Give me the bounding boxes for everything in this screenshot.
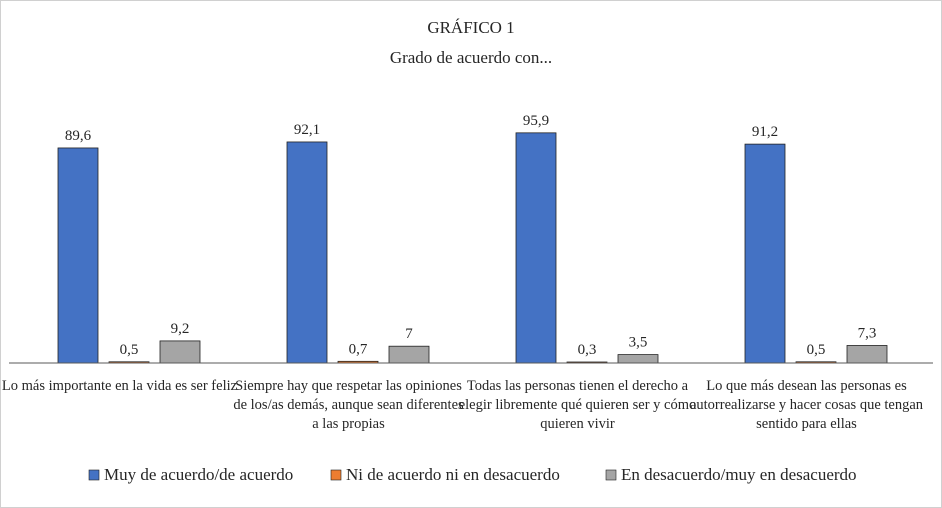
value-label-s1-c4: 91,2: [752, 124, 778, 140]
legend-label-1: Muy de acuerdo/de acuerdo: [104, 465, 293, 484]
category-label-2-line-1: Siempre hay que respetar las opiniones: [235, 378, 462, 394]
legend-label-2: Ni de acuerdo ni en desacuerdo: [346, 465, 560, 484]
category-label-3-line-3: quieren vivir: [540, 416, 615, 432]
bar-s1-c2: [286, 141, 328, 364]
category-label-3-line-1: Todas las personas tienen el derecho a: [467, 378, 689, 394]
bar-s3-c4: [846, 345, 888, 364]
value-label-s2-c4: 0,5: [807, 342, 826, 358]
bar-s3-c1: [159, 340, 201, 364]
value-label-s3-c3: 3,5: [629, 335, 648, 351]
bar-s3-c2: [388, 345, 430, 364]
category-label-4-line-2: autorrealizarse y hacer cosas que tengan: [690, 397, 924, 413]
category-label-4-line-3: sentido para ellas: [756, 416, 857, 432]
bar-s1-c4: [744, 143, 786, 364]
legend-label-3: En desacuerdo/muy en desacuerdo: [621, 465, 857, 484]
category-label-4-line-1: Lo que más desean las personas es: [706, 378, 907, 394]
legend-swatch-3: [605, 469, 617, 481]
value-label-s1-c3: 95,9: [523, 113, 549, 129]
chart-title: GRÁFICO 1: [427, 18, 514, 37]
value-label-s1-c2: 92,1: [294, 122, 320, 138]
bar-s3-c3: [617, 354, 659, 364]
category-label-2-line-2: de los/as demás, aunque sean diferentes: [233, 397, 464, 413]
category-label-1-line-1: Lo más importante en la vida es ser feli…: [2, 378, 238, 394]
value-label-s2-c2: 0,7: [349, 341, 368, 357]
value-label-s1-c1: 89,6: [65, 128, 92, 144]
value-label-s3-c1: 9,2: [171, 321, 190, 337]
value-label-s3-c4: 7,3: [858, 325, 877, 341]
value-label-s3-c2: 7: [405, 326, 413, 342]
legend-swatch-2: [330, 469, 342, 481]
category-label-3-line-2: elegir libremente qué quieren ser y cómo: [459, 397, 697, 413]
value-label-s2-c3: 0,3: [578, 342, 597, 358]
category-label-2-line-3: a las propias: [312, 416, 385, 432]
bar-s1-c1: [57, 147, 99, 364]
legend-swatch-1: [88, 469, 100, 481]
chart-subtitle: Grado de acuerdo con...: [390, 48, 552, 67]
value-label-s2-c1: 0,5: [120, 342, 139, 358]
bar-s1-c3: [515, 132, 557, 364]
